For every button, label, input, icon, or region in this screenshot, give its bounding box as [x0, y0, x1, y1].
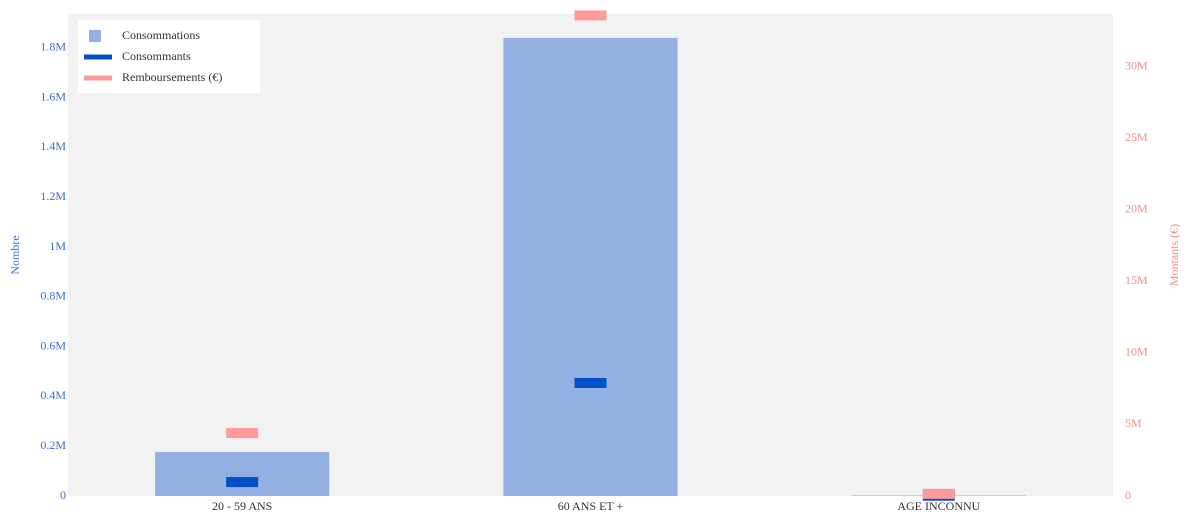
marker — [574, 377, 607, 388]
legend-label: Consommations — [122, 28, 200, 42]
marker — [922, 488, 955, 499]
x-tick-label: 20 - 59 ANS — [212, 499, 272, 513]
x-tick-label: 60 ANS ET + — [558, 499, 624, 513]
bar — [155, 451, 330, 496]
legend-label: Consommants — [122, 49, 191, 63]
y-tick-label: 0.2M — [40, 438, 66, 452]
y-tick-label: 0.6M — [40, 338, 66, 352]
y2-axis-title: Montants (€) — [1167, 224, 1181, 286]
y-tick-label: 1M — [49, 239, 66, 253]
y2-tick-label: 5M — [1125, 416, 1142, 430]
marker — [226, 477, 259, 488]
y-tick-label: 0.4M — [40, 388, 66, 402]
y2-tick-label: 20M — [1125, 202, 1148, 216]
y2-tick-label: 0 — [1125, 488, 1131, 502]
y-tick-label: 1.6M — [40, 89, 66, 103]
y-tick-label: 1.4M — [40, 139, 66, 153]
legend-swatch — [84, 75, 112, 81]
marker — [574, 10, 607, 21]
legend-swatch — [84, 54, 112, 60]
y2-tick-label: 25M — [1125, 130, 1148, 144]
bar — [503, 37, 678, 497]
x-tick-label: AGE INCONNU — [897, 499, 980, 513]
legend-swatch — [89, 30, 101, 42]
y2-tick-label: 10M — [1125, 345, 1148, 359]
y2-tick-label: 30M — [1125, 59, 1148, 73]
legend-label: Remboursements (€) — [122, 70, 222, 84]
y-tick-label: 0 — [60, 488, 66, 502]
y-tick-label: 1.8M — [40, 40, 66, 54]
y-tick-label: 1.2M — [40, 189, 66, 203]
y-axis-title: Nombre — [8, 235, 22, 274]
y2-tick-label: 15M — [1125, 273, 1148, 287]
marker — [226, 428, 259, 439]
y-tick-label: 0.8M — [40, 289, 66, 303]
